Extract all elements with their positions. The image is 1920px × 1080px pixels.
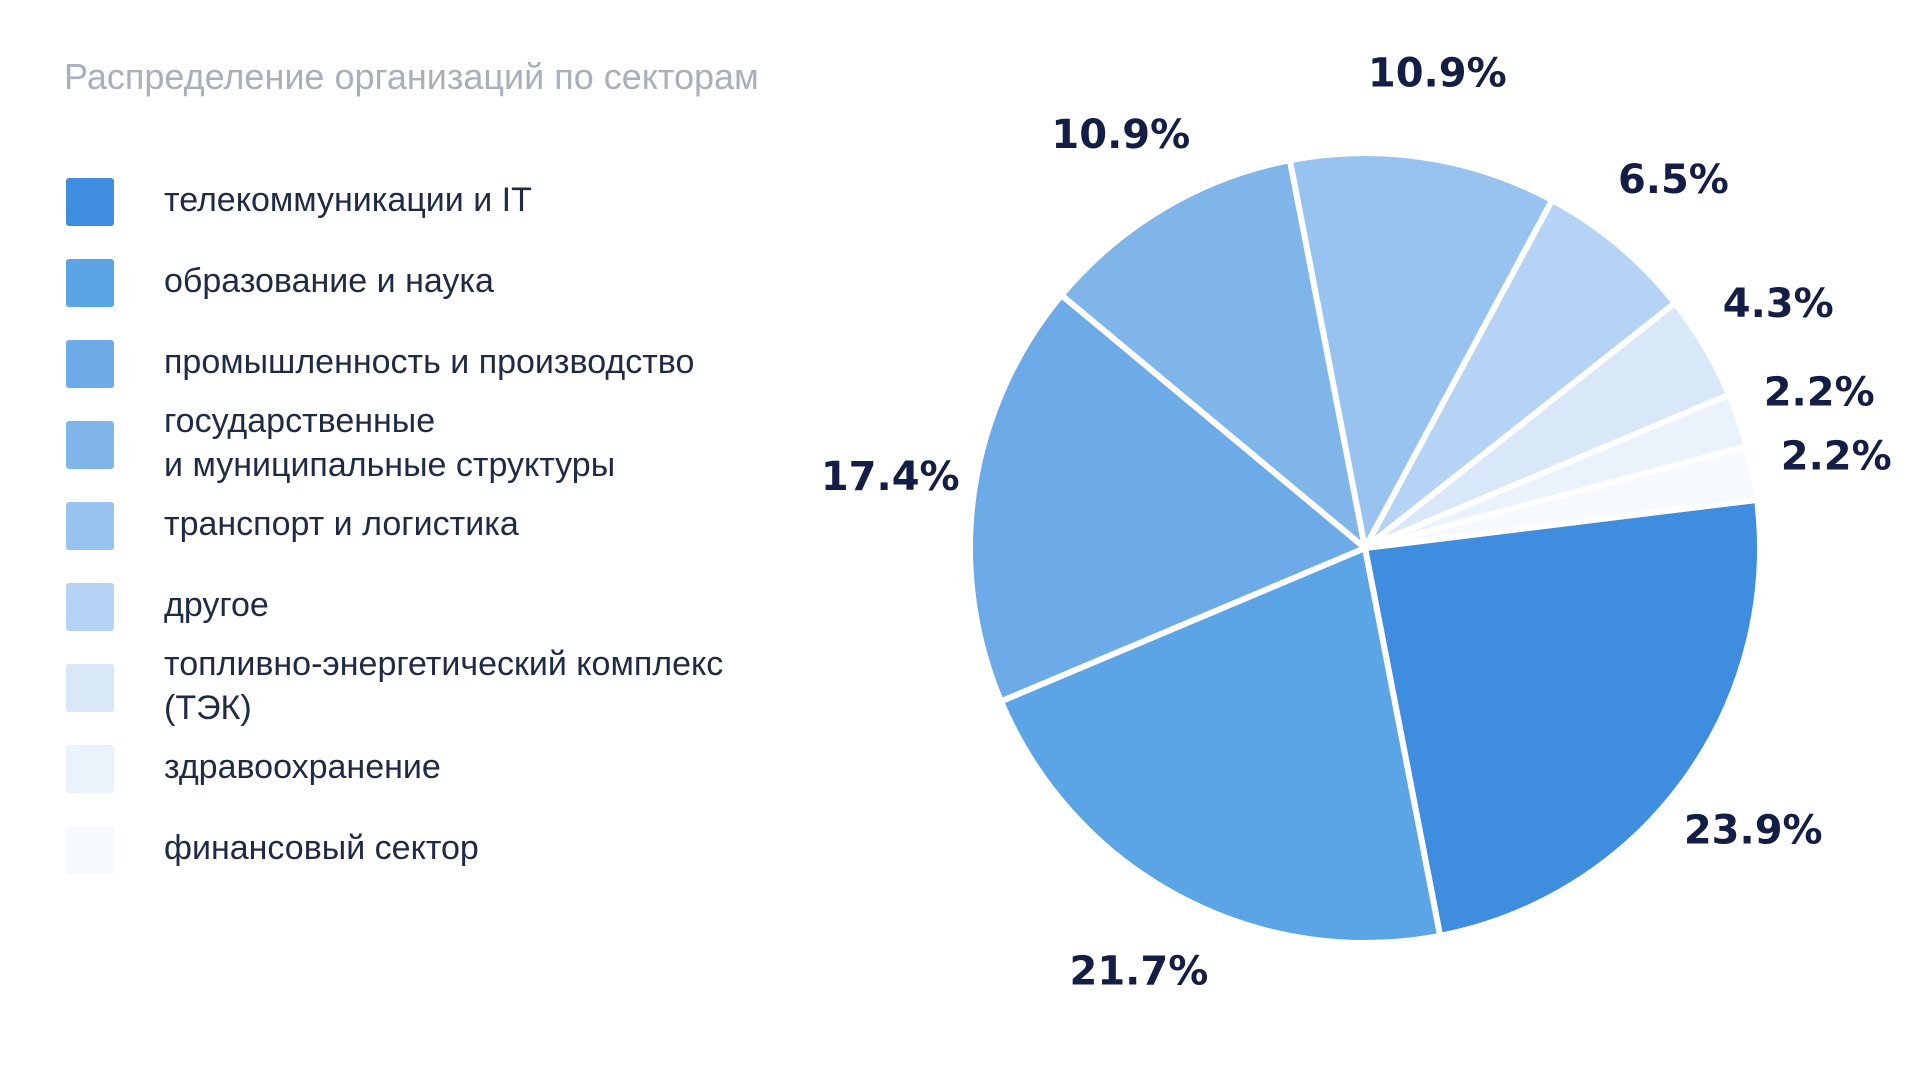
legend-label: топливно-энергетический комплекс (ТЭК) xyxy=(164,645,724,727)
legend-item-other: другое xyxy=(64,555,824,655)
legend-item-fuel-energy: топливно-энергетический комплекс (ТЭК) xyxy=(64,636,824,736)
slice-value-label: 2.2% xyxy=(1764,370,1875,416)
legend-label: образование и наука xyxy=(164,262,494,300)
pie-slice xyxy=(1362,443,1761,551)
pie-slice xyxy=(1362,197,1678,551)
legend-swatch xyxy=(66,340,114,388)
slice-value-label: 10.9% xyxy=(1051,112,1190,158)
slice-value-label: 4.3% xyxy=(1723,281,1834,327)
legend-label: здравоохранение xyxy=(164,748,441,786)
pie-slice xyxy=(997,545,1444,946)
slice-value-label: 17.4% xyxy=(821,454,960,500)
slice-value-label: 2.2% xyxy=(1781,434,1892,480)
legend-swatch xyxy=(66,259,114,307)
chart-legend: телекоммуникации и IT образование и наук… xyxy=(64,150,824,1030)
pie-slice xyxy=(1058,157,1368,551)
slice-value-label: 6.5% xyxy=(1618,157,1729,203)
legend-item-transport-logistics: транспорт и логистика xyxy=(64,474,824,574)
pie-slice xyxy=(967,292,1368,705)
legend-swatch xyxy=(66,664,114,712)
legend-item-healthcare: здравоохранение xyxy=(64,717,824,817)
legend-item-industry: промышленность и производство xyxy=(64,312,824,412)
legend-swatch xyxy=(66,745,114,793)
slice-value-label: 10.9% xyxy=(1368,50,1507,96)
legend-item-telecom-it: телекоммуникации и IT xyxy=(64,150,824,250)
legend-item-government: государственные и муниципальные структур… xyxy=(64,393,824,493)
pie-slice xyxy=(1286,150,1556,551)
legend-swatch xyxy=(66,178,114,226)
legend-label: транспорт и логистика xyxy=(164,505,519,543)
chart-title: Распределение организаций по секторам xyxy=(64,56,759,97)
legend-label: государственные и муниципальные структур… xyxy=(164,402,616,484)
legend-swatch xyxy=(66,421,114,469)
legend-label: финансовый сектор xyxy=(164,829,479,867)
slice-value-label: 21.7% xyxy=(1070,948,1209,994)
legend-swatch xyxy=(66,502,114,550)
legend-label: другое xyxy=(164,586,269,624)
slice-value-label: 23.9% xyxy=(1684,807,1823,853)
legend-item-finance: финансовый сектор xyxy=(64,798,824,898)
legend-label: телекоммуникации и IT xyxy=(164,181,532,219)
legend-swatch xyxy=(66,826,114,874)
legend-item-education-science: образование и наука xyxy=(64,231,824,331)
legend-label: промышленность и производство xyxy=(164,343,695,381)
pie-slice xyxy=(1362,496,1764,939)
legend-swatch xyxy=(66,583,114,631)
